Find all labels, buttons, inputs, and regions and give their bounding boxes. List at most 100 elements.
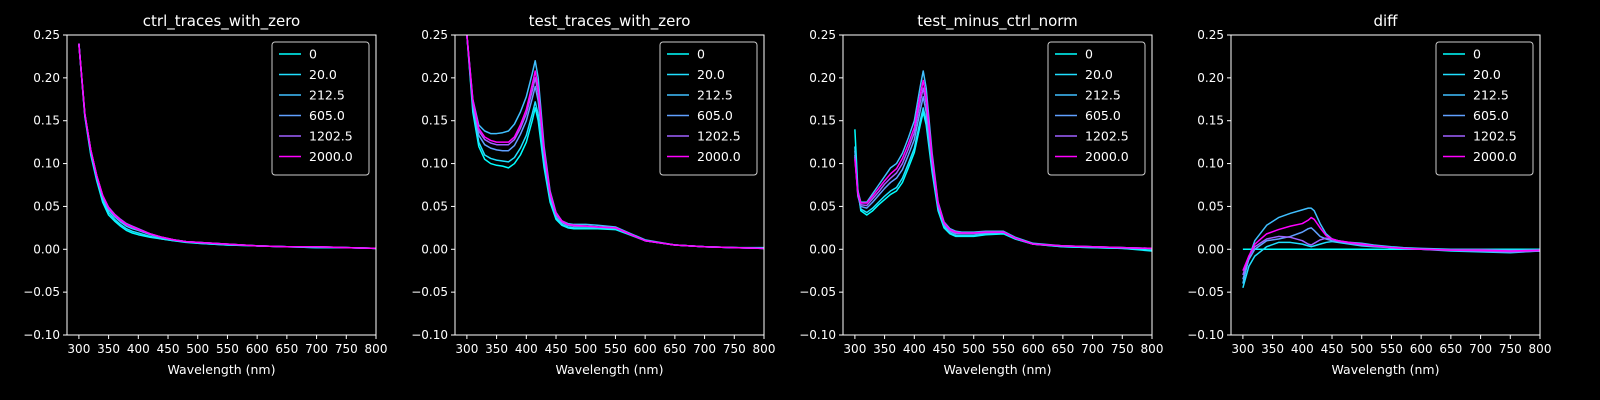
legend-label: 20.0 [1473,67,1501,82]
y-tick-label: 0.15 [421,114,448,128]
x-tick-label: 750 [1499,342,1522,356]
y-tick-label: −0.05 [799,285,836,299]
y-tick-label: 0.25 [1197,28,1224,42]
x-tick-label: 450 [933,342,956,356]
legend-label: 605.0 [697,108,733,123]
x-tick-label: 800 [365,342,388,356]
x-tick-label: 450 [157,342,180,356]
x-tick-label: 500 [186,342,209,356]
x-tick-label: 450 [1321,342,1344,356]
x-tick-label: 650 [275,342,298,356]
legend-label: 212.5 [697,88,733,103]
x-tick-label: 400 [903,342,926,356]
x-tick-label: 300 [67,342,90,356]
x-tick-label: 750 [723,342,746,356]
x-axis-label: Wavelength (nm) [1332,362,1440,377]
x-tick-label: 550 [992,342,1015,356]
x-tick-label: 300 [455,342,478,356]
y-tick-label: 0.10 [1197,157,1224,171]
legend-label: 0 [1085,47,1093,62]
y-tick-label: 0.05 [1197,199,1224,213]
chart-panel-1: 300 350 400 450 500 550 600 650 700 750 800 −0.10 −0… [23,12,387,377]
x-axis-label: Wavelength (nm) [168,362,276,377]
y-tick-label: 0.05 [33,199,60,213]
x-tick-label: 350 [873,342,896,356]
chart-title: ctrl_traces_with_zero [143,12,300,31]
x-tick-label: 600 [1410,342,1433,356]
y-tick-label: −0.05 [1187,285,1224,299]
chart-panel-4: 300 350 400 450 500 550 600 650 700 750 800 −0.10 −0… [1187,12,1551,377]
y-tick-label: −0.10 [799,328,836,342]
series-line-5 [78,43,377,250]
series-line-2 [1242,207,1540,284]
x-axis-label: Wavelength (nm) [944,362,1052,377]
x-axis-label: Wavelength (nm) [556,362,664,377]
x-tick-label: 650 [1051,342,1074,356]
y-tick-label: 0.05 [421,199,448,213]
x-tick-label: 550 [1380,342,1403,356]
legend-label: 1202.5 [1473,129,1517,144]
legend: 0 20.0 212.5 605.0 1202.5 2000.0 [271,41,370,176]
x-tick-label: 800 [753,342,776,356]
x-tick-label: 600 [246,342,269,356]
y-tick-label: −0.10 [1187,328,1224,342]
legend-label: 212.5 [1085,88,1121,103]
y-tick-label: 0.10 [809,157,836,171]
y-tick-label: 0.25 [809,28,836,42]
x-tick-label: 500 [962,342,985,356]
plot-frame [66,34,377,336]
x-tick-label: 350 [97,342,120,356]
y-tick-label: 0.15 [33,114,60,128]
y-tick-label: −0.05 [411,285,448,299]
y-tick-label: 0.25 [33,28,60,42]
legend: 0 20.0 212.5 605.0 1202.5 2000.0 [1047,41,1146,176]
x-tick-label: 600 [634,342,657,356]
y-tick-label: −0.05 [23,285,60,299]
legend-label: 20.0 [309,67,337,82]
y-tick-label: 0.00 [421,242,448,256]
plot-frame [1230,34,1541,336]
legend: 0 20.0 212.5 605.0 1202.5 2000.0 [659,41,758,176]
x-tick-label: 350 [1261,342,1284,356]
series-line-1 [1242,240,1541,289]
y-tick-label: 0.15 [809,114,836,128]
x-tick-label: 700 [1469,342,1492,356]
legend-label: 2000.0 [309,149,353,164]
y-tick-label: 0.25 [421,28,448,42]
x-tick-label: 400 [515,342,538,356]
y-tick-label: 0.10 [33,157,60,171]
plot-frame [454,34,765,336]
legend-label: 2000.0 [1473,149,1517,164]
y-tick-label: 0.20 [33,71,60,85]
x-tick-label: 350 [485,342,508,356]
legend-label: 1202.5 [309,129,353,144]
series-group [854,70,1153,252]
y-tick-label: 0.00 [809,242,836,256]
chart-panel-2: 300 350 400 450 500 550 600 650 700 750 800 −0.10 −0… [411,12,775,377]
series-line-5 [466,34,765,250]
x-tick-label: 550 [216,342,239,356]
y-tick-label: 0.10 [421,157,448,171]
legend-label: 20.0 [1085,67,1113,82]
x-tick-label: 700 [693,342,716,356]
y-tick-label: 0.00 [33,242,60,256]
y-tick-label: −0.10 [411,328,448,342]
y-tick-label: 0.20 [1197,71,1224,85]
series-line-3 [1242,227,1541,280]
legend-label: 2000.0 [1085,149,1129,164]
legend-label: 2000.0 [697,149,741,164]
x-tick-label: 550 [604,342,627,356]
x-tick-label: 500 [574,342,597,356]
chart-panel-3: 300 350 400 450 500 550 600 650 700 750 800 −0.10 −0… [799,12,1163,377]
legend-label: 0 [309,47,317,62]
x-tick-label: 650 [1439,342,1462,356]
x-tick-label: 800 [1141,342,1164,356]
y-tick-label: 0.00 [1197,242,1224,256]
y-tick-label: −0.10 [23,328,60,342]
legend-label: 212.5 [309,88,345,103]
legend-label: 0 [1473,47,1481,62]
legend: 0 20.0 212.5 605.0 1202.5 2000.0 [1435,41,1534,176]
legend-label: 1202.5 [1085,129,1129,144]
x-tick-label: 750 [335,342,358,356]
x-tick-label: 400 [1291,342,1314,356]
